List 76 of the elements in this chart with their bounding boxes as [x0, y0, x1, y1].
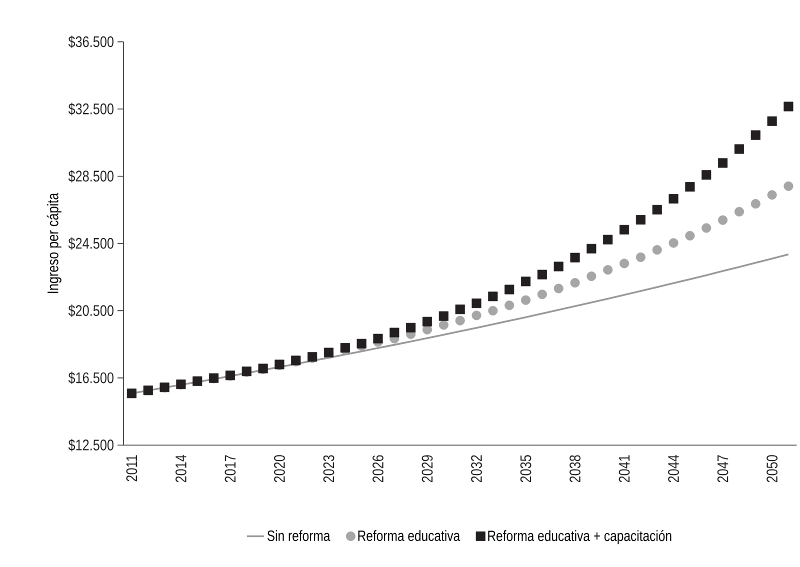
point — [718, 216, 728, 226]
point — [685, 182, 695, 192]
point — [570, 278, 580, 288]
point — [750, 130, 760, 140]
point — [784, 182, 794, 192]
point — [504, 284, 514, 294]
x-tick-label: 2047 — [717, 455, 728, 482]
point — [554, 262, 564, 272]
point — [619, 225, 630, 235]
point — [668, 194, 678, 204]
x-tick-label: 2029 — [422, 455, 433, 482]
point — [504, 300, 514, 310]
point — [537, 290, 547, 300]
point — [488, 292, 498, 302]
legend-label: Reforma educativa — [358, 530, 460, 542]
point — [734, 207, 744, 217]
point — [685, 231, 695, 241]
point — [603, 265, 613, 275]
x-tick-label: 2017 — [224, 455, 236, 482]
x-tick-label: 2032 — [471, 455, 482, 482]
x-tick-label: 2020 — [274, 455, 285, 482]
x-tick-label: 2044 — [668, 455, 680, 482]
point — [520, 296, 531, 306]
point — [455, 304, 465, 314]
point — [472, 310, 482, 320]
point — [603, 235, 613, 245]
point — [652, 205, 662, 215]
point — [652, 245, 662, 255]
y-axis-title: Ingreso per cápita — [46, 193, 62, 294]
point — [586, 244, 596, 254]
y-tick-label: $20.500 — [68, 304, 114, 318]
point — [455, 316, 465, 326]
legend-label: Reforma educativa + capacitación — [488, 530, 672, 544]
point — [734, 144, 744, 154]
y-tick-label: $12.500 — [68, 439, 114, 452]
x-tick-label: 2023 — [323, 455, 334, 482]
point — [586, 272, 596, 282]
point — [619, 258, 630, 268]
legend-label: Sin reforma — [267, 530, 330, 542]
y-tick-label: $28.500 — [68, 170, 114, 183]
point — [192, 376, 202, 386]
point — [668, 238, 678, 248]
x-tick-label: 2050 — [766, 455, 778, 482]
x-tick-label: 2035 — [520, 455, 532, 482]
point — [472, 298, 482, 308]
x-tick-label: 2041 — [618, 455, 630, 482]
point — [767, 190, 777, 200]
point — [422, 317, 432, 327]
point — [636, 252, 646, 262]
x-tick-label: 2011 — [126, 455, 138, 482]
point — [750, 199, 760, 209]
y-tick-label: $36.500 — [68, 36, 114, 48]
y-tick-label: $32.500 — [68, 102, 114, 116]
point — [438, 320, 448, 330]
x-tick-label: 2026 — [372, 455, 384, 482]
point — [767, 116, 777, 126]
point — [422, 325, 432, 335]
point — [702, 223, 712, 233]
point — [143, 386, 153, 396]
point — [718, 158, 728, 168]
point — [570, 253, 580, 263]
x-tick-label: 2038 — [570, 455, 580, 482]
point — [390, 328, 400, 338]
point — [636, 215, 646, 225]
x-tick-label: 2014 — [175, 455, 186, 482]
point — [406, 323, 416, 333]
point — [438, 311, 448, 322]
point — [537, 270, 547, 280]
point — [702, 170, 712, 180]
point — [784, 102, 794, 112]
y-tick-label: $16.500 — [68, 372, 114, 384]
point — [488, 306, 498, 316]
y-tick-label: $24.500 — [68, 237, 114, 250]
point — [373, 334, 383, 344]
point — [554, 284, 564, 294]
point — [520, 276, 531, 286]
